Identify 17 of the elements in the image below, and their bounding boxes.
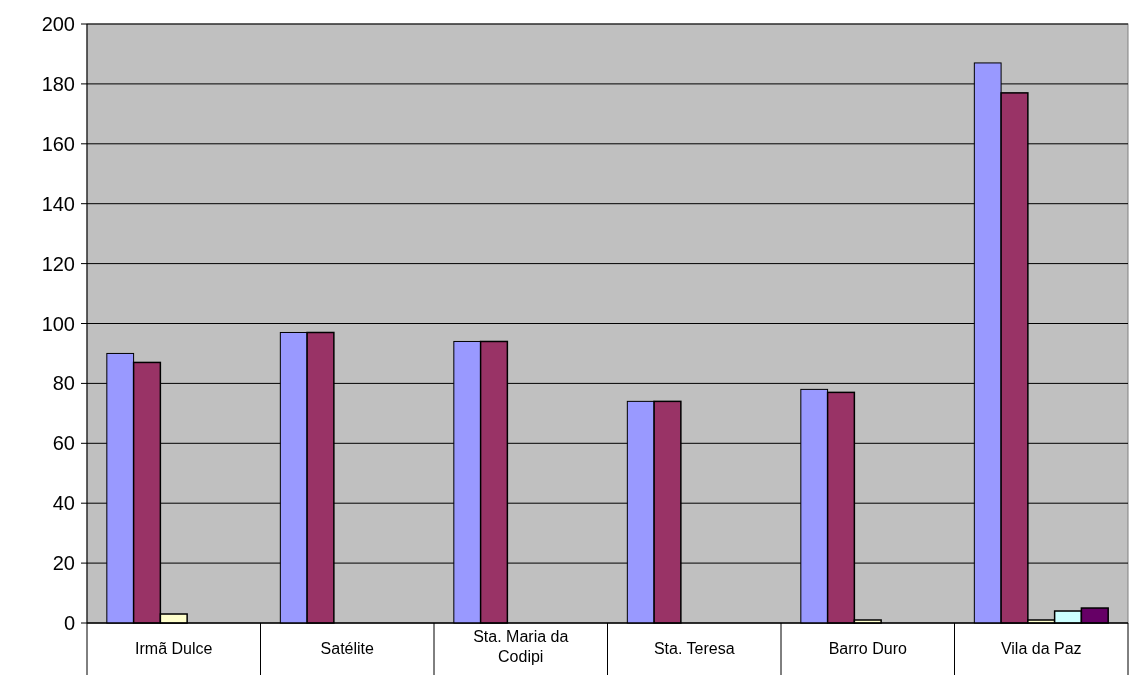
x-tick-label: Irmã Dulce <box>135 640 213 657</box>
x-tick-label: Vila da Paz <box>1000 640 1082 657</box>
y-tick-label: 100 <box>41 312 75 335</box>
x-tick-label: Barro Duro <box>828 640 907 657</box>
y-tick-label: 160 <box>41 132 75 155</box>
y-tick-label: 140 <box>41 192 75 215</box>
y-tick-label: 60 <box>52 432 75 455</box>
y-tick-label: 200 <box>41 13 75 35</box>
y-tick-label: 0 <box>63 612 75 634</box>
x-tick-label: Satélite <box>320 640 375 657</box>
y-tick-label: 180 <box>41 72 75 95</box>
x-tick-label: Sta. Teresa <box>653 640 735 657</box>
y-tick-label: 80 <box>52 372 75 395</box>
y-tick-label: 120 <box>41 252 75 275</box>
y-tick-label: 40 <box>52 492 75 515</box>
x-tick-label: Sta. Maria da Codipi <box>473 628 569 665</box>
y-tick-label: 20 <box>52 552 75 575</box>
